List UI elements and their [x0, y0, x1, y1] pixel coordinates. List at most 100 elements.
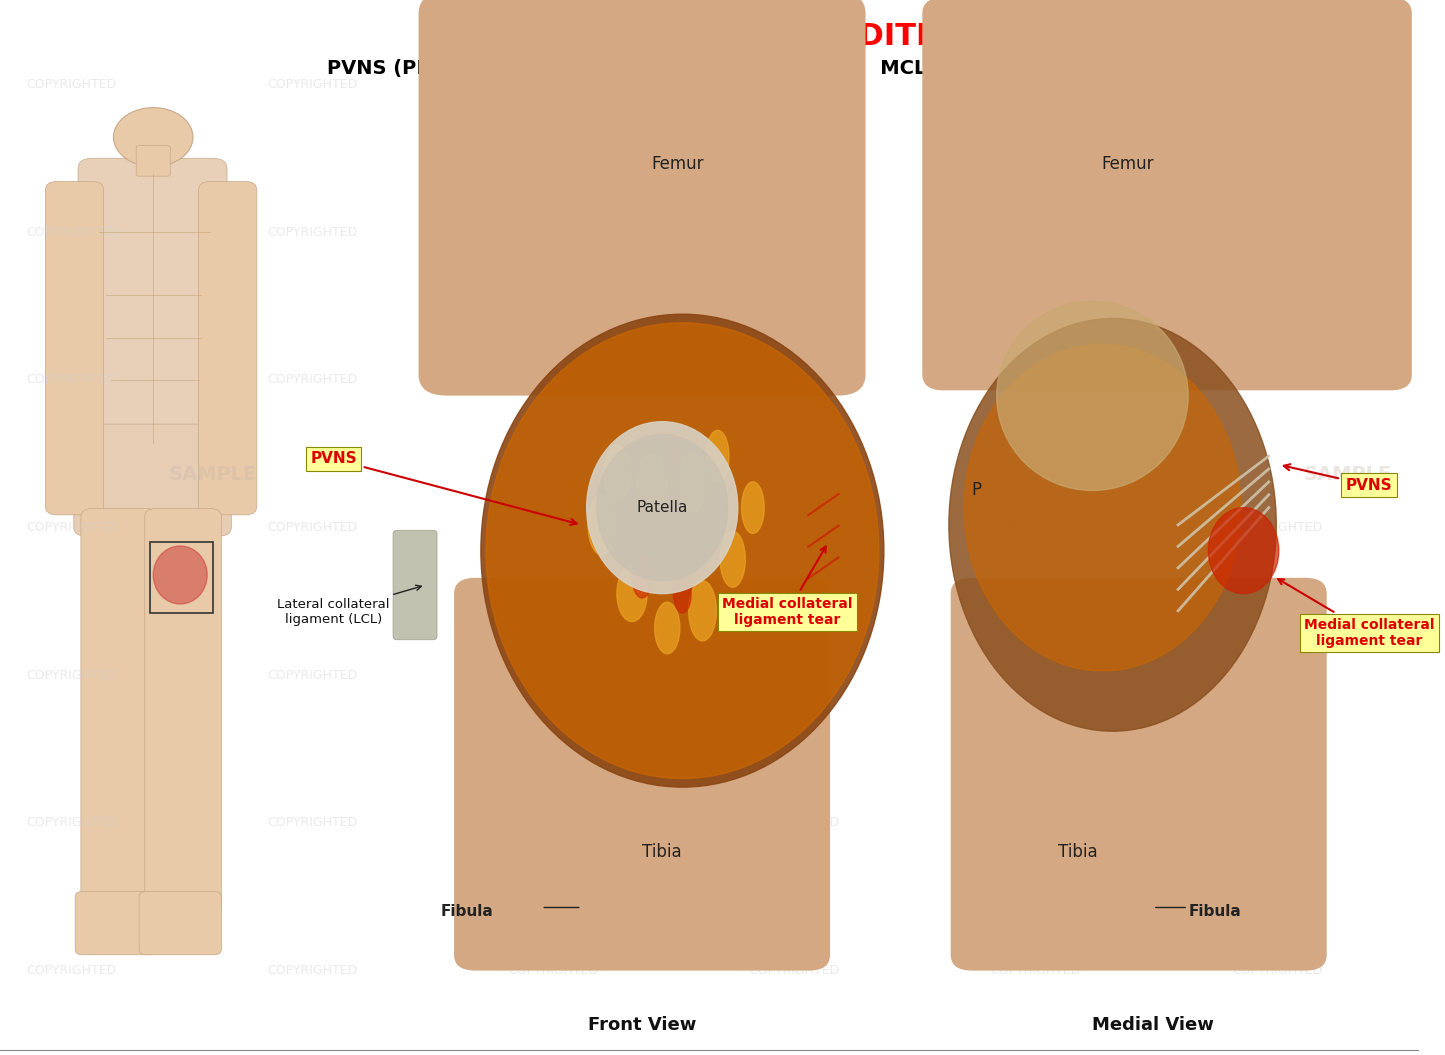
Ellipse shape: [679, 452, 707, 512]
Text: Lateral collateral
ligament (LCL): Lateral collateral ligament (LCL): [277, 586, 422, 626]
Ellipse shape: [720, 532, 746, 588]
Ellipse shape: [949, 319, 1276, 731]
Text: Medial collateral
ligament tear: Medial collateral ligament tear: [722, 546, 853, 627]
Text: Fibula: Fibula: [441, 904, 493, 919]
Text: COPYRIGHTED: COPYRIGHTED: [267, 964, 357, 977]
Text: P: P: [971, 481, 981, 499]
Text: Femur: Femur: [652, 155, 704, 173]
Text: COPYRIGHTED: COPYRIGHTED: [267, 817, 357, 829]
FancyBboxPatch shape: [45, 181, 104, 515]
Text: SAMPLE: SAMPLE: [1020, 360, 1108, 379]
Ellipse shape: [673, 574, 691, 613]
Ellipse shape: [997, 302, 1188, 491]
FancyBboxPatch shape: [419, 0, 866, 396]
Text: PVNS (PIGMENTED VILLONODULAR SYNOVITIS)  •  MCL TEAR GRADE 2: PVNS (PIGMENTED VILLONODULAR SYNOVITIS) …: [327, 59, 1092, 78]
Text: Femur: Femur: [1101, 155, 1155, 173]
Text: COPYRIGHTED: COPYRIGHTED: [750, 226, 840, 238]
Ellipse shape: [604, 445, 630, 501]
Text: COPYRIGHTED: COPYRIGHTED: [267, 669, 357, 682]
Text: COPYRIGHTED: COPYRIGHTED: [1233, 521, 1322, 534]
Text: COPYRIGHTED: COPYRIGHTED: [991, 78, 1081, 91]
Text: SAMPLE: SAMPLE: [1303, 465, 1392, 484]
Text: SAMPLE: SAMPLE: [169, 465, 257, 484]
FancyBboxPatch shape: [75, 891, 158, 955]
Text: SAMPLE: SAMPLE: [452, 624, 540, 642]
Text: COPYRIGHTED: COPYRIGHTED: [1233, 817, 1322, 829]
Text: COPYRIGHTED: COPYRIGHTED: [26, 669, 116, 682]
Text: COPYRIGHTED: COPYRIGHTED: [991, 817, 1081, 829]
FancyBboxPatch shape: [454, 578, 829, 971]
Text: COPYRIGHTED: COPYRIGHTED: [750, 964, 840, 977]
Text: COPYRIGHTED: COPYRIGHTED: [509, 226, 598, 238]
Text: COPYRIGHTED: COPYRIGHTED: [1233, 373, 1322, 386]
Text: Medial collateral
ligament tear: Medial collateral ligament tear: [1279, 579, 1435, 648]
Text: COPYRIGHTED: COPYRIGHTED: [26, 226, 116, 238]
Ellipse shape: [481, 314, 884, 787]
FancyBboxPatch shape: [81, 509, 158, 916]
Ellipse shape: [587, 422, 738, 594]
Ellipse shape: [486, 323, 879, 779]
Text: COPYRIGHTED: COPYRIGHTED: [991, 521, 1081, 534]
FancyBboxPatch shape: [78, 158, 227, 454]
FancyBboxPatch shape: [922, 0, 1412, 390]
Ellipse shape: [707, 430, 728, 482]
Text: COPYRIGHTED: COPYRIGHTED: [509, 373, 598, 386]
Text: COPYRIGHTED: COPYRIGHTED: [750, 521, 840, 534]
Text: COPYRIGHTED: COPYRIGHTED: [267, 373, 357, 386]
Text: COPYRIGHTED: COPYRIGHTED: [26, 521, 116, 534]
Ellipse shape: [964, 344, 1241, 671]
Text: COPYRIGHTED: COPYRIGHTED: [1233, 669, 1322, 682]
Text: Patella: Patella: [637, 500, 688, 515]
Text: SAMPLE: SAMPLE: [737, 465, 825, 484]
Text: COPYRIGHTED: COPYRIGHTED: [267, 226, 357, 238]
FancyBboxPatch shape: [198, 181, 257, 515]
Ellipse shape: [741, 482, 764, 534]
FancyBboxPatch shape: [136, 146, 171, 176]
Text: SAMPLE: SAMPLE: [737, 813, 825, 832]
FancyBboxPatch shape: [951, 578, 1327, 971]
FancyBboxPatch shape: [144, 509, 221, 916]
Text: COPYRIGHTED: COPYRIGHTED: [991, 964, 1081, 977]
Text: SAMPLE: SAMPLE: [452, 286, 540, 305]
Text: COPYRIGHTED: COPYRIGHTED: [1233, 78, 1322, 91]
Text: COPYRIGHTED: COPYRIGHTED: [991, 373, 1081, 386]
Text: COPYRIGHTED: COPYRIGHTED: [509, 521, 598, 534]
Text: COPYRIGHTED: COPYRIGHTED: [26, 817, 116, 829]
Text: Fibula: Fibula: [1188, 904, 1241, 919]
Ellipse shape: [631, 555, 652, 598]
Text: COPYRIGHTED: COPYRIGHTED: [509, 964, 598, 977]
Text: Front View: Front View: [588, 1016, 696, 1035]
Circle shape: [114, 108, 194, 167]
FancyBboxPatch shape: [139, 891, 221, 955]
Text: COPYRIGHTED: COPYRIGHTED: [26, 964, 116, 977]
Text: Tibia: Tibia: [1058, 843, 1097, 861]
Text: COPYRIGHTED: COPYRIGHTED: [267, 521, 357, 534]
FancyBboxPatch shape: [393, 531, 436, 639]
Ellipse shape: [588, 495, 616, 555]
Text: COPYRIGHTED: COPYRIGHTED: [509, 817, 598, 829]
Text: RIGHT KNEE INJURY CONDITION: RIGHT KNEE INJURY CONDITION: [441, 22, 978, 52]
Ellipse shape: [655, 602, 679, 654]
Text: COPYRIGHTED: COPYRIGHTED: [750, 669, 840, 682]
Text: COPYRIGHTED: COPYRIGHTED: [750, 373, 840, 386]
Text: SAMPLE: SAMPLE: [1020, 645, 1108, 664]
Ellipse shape: [637, 454, 668, 510]
Text: COPYRIGHTED: COPYRIGHTED: [26, 78, 116, 91]
Text: COPYRIGHTED: COPYRIGHTED: [509, 669, 598, 682]
Text: COPYRIGHTED: COPYRIGHTED: [991, 669, 1081, 682]
FancyBboxPatch shape: [74, 424, 231, 536]
Ellipse shape: [689, 580, 717, 641]
Ellipse shape: [597, 435, 728, 580]
Ellipse shape: [617, 565, 647, 621]
Ellipse shape: [153, 546, 207, 603]
Text: COPYRIGHTED: COPYRIGHTED: [267, 78, 357, 91]
Text: COPYRIGHTED: COPYRIGHTED: [750, 817, 840, 829]
Ellipse shape: [1208, 507, 1279, 594]
Text: COPYRIGHTED: COPYRIGHTED: [750, 78, 840, 91]
Text: Medial View: Medial View: [1092, 1016, 1214, 1035]
Text: COPYRIGHTED: COPYRIGHTED: [1233, 226, 1322, 238]
Ellipse shape: [662, 435, 682, 478]
Text: PVNS: PVNS: [1283, 464, 1393, 493]
Text: COPYRIGHTED: COPYRIGHTED: [1233, 964, 1322, 977]
Text: COPYRIGHTED: COPYRIGHTED: [991, 226, 1081, 238]
